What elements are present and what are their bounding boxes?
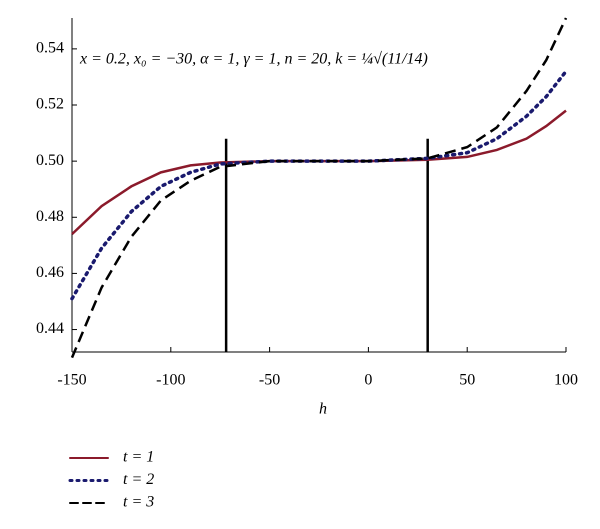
y-tick-label: 0.52 [36,96,64,113]
series-line [71,109,567,236]
x-tick-label: -100 [156,372,185,389]
series-line [70,17,568,359]
x-tick-label: 50 [459,372,475,389]
x-tick-label: -50 [259,372,280,389]
legend-label: t = 1 [123,449,154,466]
x-tick-label: 0 [364,372,372,389]
y-tick-label: 0.48 [36,208,64,225]
y-tick-label: 0.46 [36,264,64,281]
legend-label: t = 2 [123,471,154,488]
y-tick-label: 0.50 [36,152,64,169]
annotation: x = 0.2, x₀ = −30, α = 1, γ = 1, n = 20,… [79,51,428,68]
x-tick-label: -150 [57,372,86,389]
x-axis-label: h [319,401,327,418]
y-tick-label: 0.44 [36,320,64,337]
x-tick-label: 100 [554,372,578,389]
y-tick-label: 0.54 [36,40,64,57]
legend-label: t = 3 [123,494,154,511]
series-line [70,69,568,301]
